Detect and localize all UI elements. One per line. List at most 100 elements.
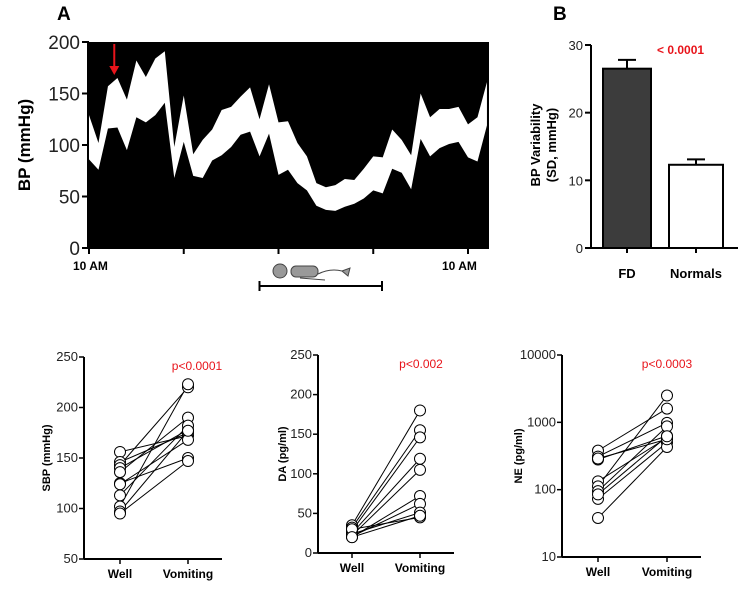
y-tick-label: 30 [569, 38, 583, 53]
y-tick-label: 10 [569, 173, 583, 188]
y-tick-label: 200 [48, 33, 80, 54]
panel-label-b: B [553, 4, 567, 25]
well-point [592, 452, 604, 465]
y-axis-label: SBP (mmHg) [41, 424, 53, 491]
pair-line [597, 438, 668, 460]
y-tick-label: 1000 [527, 414, 556, 429]
y-axis-label: NE (pg/ml) [513, 428, 525, 483]
p-value: < 0.0001 [657, 43, 704, 57]
pair-line [597, 446, 668, 519]
sbp-chart: 50 100 150 200 250 Well Vomiting p<0.0001 SBP (m… [41, 349, 223, 581]
y-tick-label: 150 [290, 426, 312, 441]
y-tick-label: 100 [56, 501, 78, 516]
y-tick-label: 100 [48, 136, 80, 157]
x-tick-label: Vomiting [642, 565, 692, 579]
y-tick-label: 200 [56, 400, 78, 415]
pair-line [119, 386, 189, 466]
pair-line [597, 395, 668, 487]
x-tick-label: Well [586, 565, 610, 579]
pair-line [119, 430, 189, 512]
pair-line [119, 460, 189, 514]
y-axis-label: DA (pg/ml) [277, 426, 289, 482]
da-chart: 0 50 100 150 200 250 Well Vomiting p<0.002 DA (pg… [277, 347, 454, 575]
y-tick-label: 0 [69, 239, 80, 260]
pair-line [597, 426, 668, 492]
pair-line [597, 442, 668, 500]
vomiting-point [182, 424, 194, 437]
x-tick-label: Well [108, 567, 132, 581]
y-tick-label: 150 [48, 85, 80, 106]
pair-line [351, 503, 421, 537]
x-tick-label: Normals [670, 266, 722, 281]
bar-normals [668, 163, 724, 250]
p-value: p<0.0003 [642, 357, 693, 371]
y-tick-label: 10000 [520, 347, 556, 362]
pair-line [351, 515, 421, 538]
pair-line [119, 429, 189, 469]
vomiting-point [414, 404, 426, 417]
x-tick-label: FD [618, 266, 635, 281]
well-point [114, 445, 126, 458]
pair-line [351, 429, 421, 528]
vomiting-point [182, 378, 194, 391]
bp-variability-chart: 0 10 20 30 FD Normals < 0.0001 BP Variability (S… [528, 38, 738, 281]
y-tick-label: 100 [290, 466, 312, 481]
y-tick-label: 150 [56, 450, 78, 465]
vomiting-point [414, 431, 426, 444]
y-tick-label: 50 [59, 188, 80, 209]
sleeping-person-body-icon [290, 265, 319, 278]
well-point [114, 478, 126, 491]
vomiting-point [661, 389, 673, 402]
pair-line [597, 422, 668, 458]
pair-line [119, 439, 189, 485]
ne-chart: 10 100 1000 10000 Well Vomiting p<0.0003 NE (pg… [513, 347, 701, 579]
vomiting-point [414, 463, 426, 476]
x-tick-label: 10 AM [73, 259, 108, 273]
sleeping-person-head-icon [272, 263, 288, 279]
x-tick-label: Vomiting [163, 567, 213, 581]
well-point [346, 531, 358, 544]
bar-fd [602, 67, 652, 249]
x-tick-label: Vomiting [395, 561, 445, 575]
pair-line [351, 458, 421, 534]
p-value: p<0.002 [399, 357, 443, 371]
y-tick-label: 0 [305, 545, 312, 560]
y-tick-label: 0 [576, 241, 583, 256]
pair-line [597, 408, 668, 452]
red-arrow-head-icon [109, 66, 120, 75]
p-value: p<0.0001 [172, 359, 223, 373]
well-point [114, 466, 126, 479]
pair-line [597, 437, 668, 482]
well-point [114, 489, 126, 502]
pair-line [119, 432, 189, 463]
y-tick-label: 20 [569, 106, 583, 121]
pair-line [119, 384, 189, 507]
vomiting-point [661, 430, 673, 443]
y-tick-label: 200 [290, 387, 312, 402]
vomiting-point [661, 402, 673, 415]
pair-line [119, 435, 189, 453]
y-tick-label: 10 [542, 549, 556, 564]
y-tick-label: 50 [64, 551, 78, 566]
y-tick-label: 50 [298, 505, 312, 520]
y-axis-label: (SD, mmHg) [544, 108, 559, 182]
y-axis-label: BP Variability [528, 103, 543, 187]
well-point [592, 511, 604, 524]
y-tick-label: 100 [534, 482, 556, 497]
pair-line [351, 410, 421, 526]
pair-line [597, 435, 668, 495]
y-axis-label: BP (mmHg) [15, 99, 34, 191]
vomiting-point [414, 509, 426, 522]
x-tick-label: 10 AM [442, 259, 477, 273]
x-tick-label: Well [340, 561, 364, 575]
sleeping-person-legs-icon [299, 269, 343, 281]
pair-line [119, 425, 189, 496]
bp-range-band [89, 51, 487, 211]
vomiting-point [182, 455, 194, 468]
pair-line [351, 469, 421, 536]
y-tick-label: 250 [56, 349, 78, 364]
vomiting-point [414, 452, 426, 465]
vomiting-point [661, 420, 673, 433]
well-point [592, 488, 604, 501]
